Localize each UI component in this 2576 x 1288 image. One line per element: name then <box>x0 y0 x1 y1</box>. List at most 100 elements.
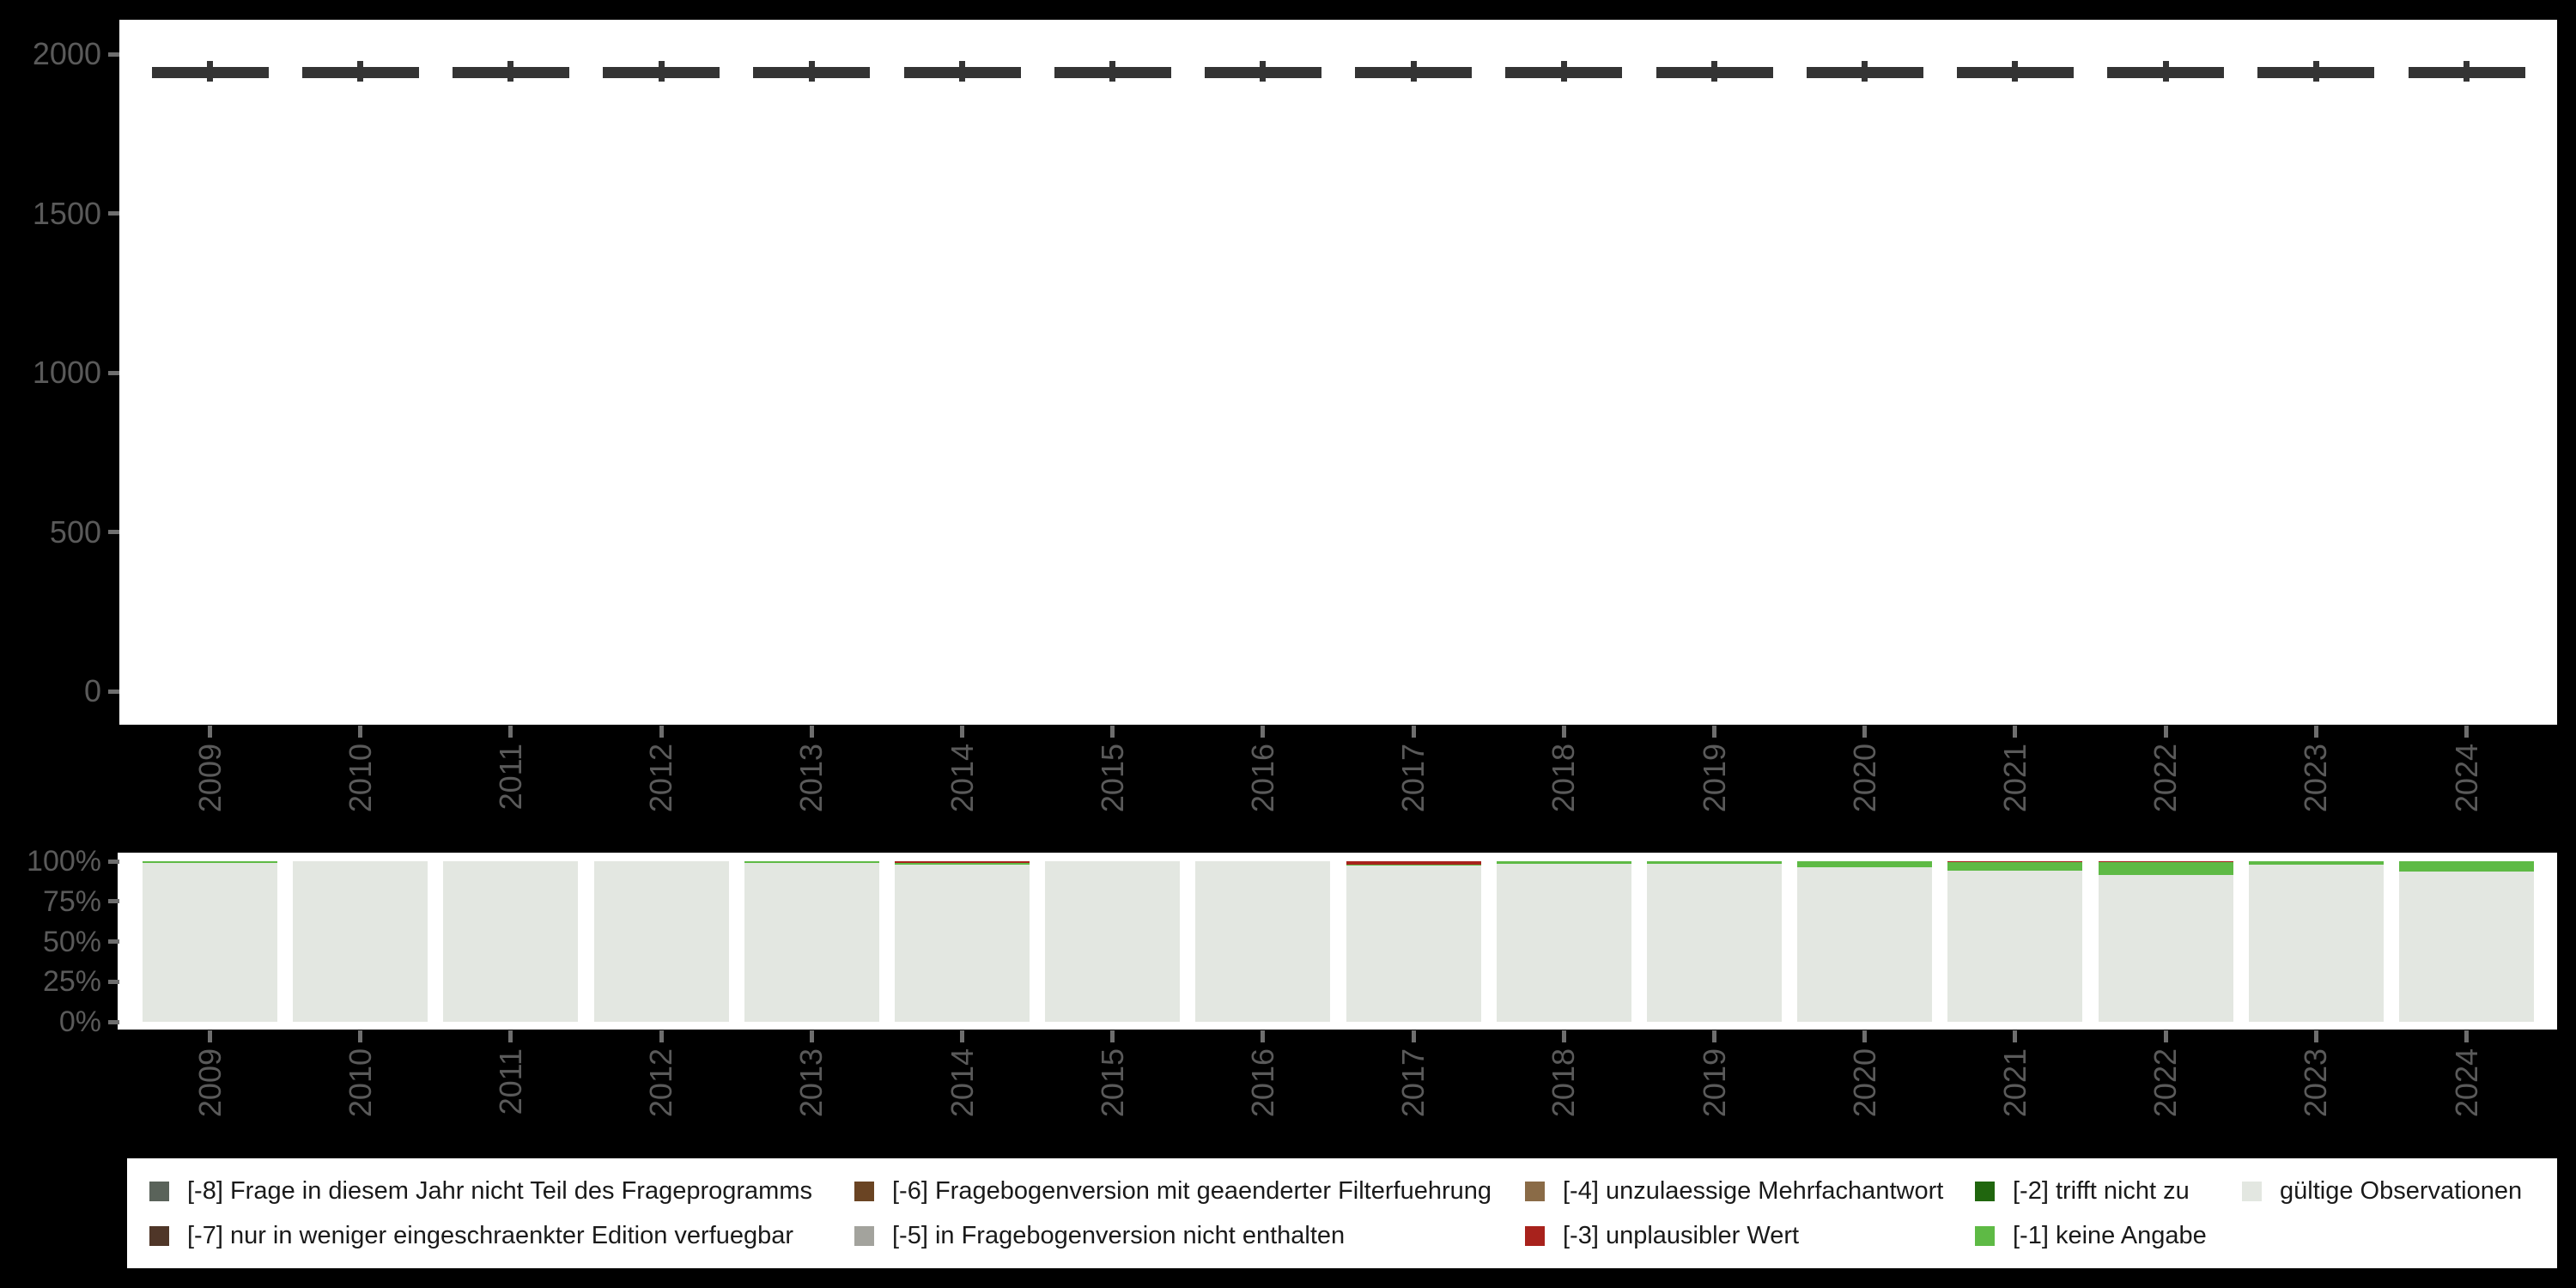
x-axis-tick <box>809 1030 814 1042</box>
boxplot-box-2023 <box>2257 67 2375 79</box>
x-axis-label-2012: 2012 <box>643 1048 679 1118</box>
x-axis-tick <box>1411 726 1416 738</box>
boxplot-box-2015 <box>1054 67 1171 79</box>
y-axis-tick-label-2000: 2000 <box>32 36 101 71</box>
legend-label: [-6] Fragebogenversion mit geaenderter F… <box>892 1177 1492 1205</box>
x-axis-tick <box>960 1030 964 1042</box>
bar-segment-2023-gültige Observationen <box>2248 864 2384 1022</box>
bar-segment-2021-[-3] unplausibler Wert <box>1947 861 2083 863</box>
percent-axis-tick <box>108 899 119 904</box>
x-axis-label-2009: 2009 <box>191 1048 228 1118</box>
legend-label: [-2] trifft nicht zu <box>2013 1177 2190 1205</box>
x-axis-label-2016: 2016 <box>1244 744 1280 813</box>
x-axis-label-2013: 2013 <box>793 744 829 813</box>
percent-axis-tick-label-0%: 0% <box>58 1005 101 1038</box>
x-axis-label-2024: 2024 <box>2448 744 2484 813</box>
legend-swatch-gült <box>2242 1181 2262 1201</box>
boxplot-chart-panel <box>119 20 2557 725</box>
legend-label: [-8] Frage in diesem Jahr nicht Teil des… <box>187 1177 812 1205</box>
x-axis-label-2019: 2019 <box>1696 744 1732 813</box>
boxplot-box-2020 <box>1806 67 1923 79</box>
legend-label: [-3] unplausibler Wert <box>1563 1222 1800 1249</box>
x-axis-label-2024: 2024 <box>2448 1048 2484 1118</box>
x-axis-label-2023: 2023 <box>2298 1048 2334 1118</box>
bar-segment-2009-gültige Observationen <box>143 862 277 1022</box>
legend-swatch-[-2] <box>1975 1181 1995 1201</box>
x-axis-tick <box>1110 1030 1115 1042</box>
x-axis-tick <box>208 726 212 738</box>
x-axis-label-2016: 2016 <box>1244 1048 1280 1118</box>
boxplot-box-2010 <box>301 67 419 79</box>
bar-segment-2021-[-1] keine Angabe <box>1947 862 2083 872</box>
boxplot-box-2018 <box>1505 67 1623 79</box>
x-axis-label-2010: 2010 <box>342 1048 378 1118</box>
bar-segment-2018-gültige Observationen <box>1496 863 1631 1022</box>
y-axis-tick <box>108 530 119 534</box>
x-axis-label-2010: 2010 <box>342 744 378 813</box>
x-axis-tick <box>1862 1030 1868 1042</box>
x-axis-label-2020: 2020 <box>1846 744 1882 813</box>
legend-swatch-[-4] <box>1525 1181 1545 1201</box>
x-axis-label-2022: 2022 <box>2148 1048 2184 1118</box>
bar-segment-2022-[-3] unplausibler Wert <box>2098 861 2233 863</box>
percent-axis-tick <box>108 939 119 944</box>
bar-segment-2015-gültige Observationen <box>1045 861 1181 1022</box>
y-axis-tick <box>108 211 119 216</box>
legend-label: [-4] unzulaessige Mehrfachantwort <box>1563 1177 1944 1205</box>
boxplot-box-2009 <box>151 67 269 79</box>
x-axis-tick <box>960 726 964 738</box>
y-axis-tick <box>108 52 119 57</box>
x-axis-label-2017: 2017 <box>1395 1048 1431 1118</box>
x-axis-tick <box>2464 726 2469 738</box>
x-axis-label-2021: 2021 <box>1996 744 2032 813</box>
percent-axis-tick <box>108 859 119 864</box>
x-axis-label-2012: 2012 <box>643 744 679 813</box>
bar-segment-2013-gültige Observationen <box>744 862 879 1022</box>
bar-segment-2023-[-1] keine Angabe <box>2248 861 2384 865</box>
bar-segment-2020-gültige Observationen <box>1797 866 1933 1022</box>
x-axis-tick <box>809 726 814 738</box>
percent-axis-tick <box>108 979 119 984</box>
x-axis-tick <box>1110 726 1115 738</box>
bar-segment-2013-[-1] keine Angabe <box>744 861 879 863</box>
y-axis-tick-label-500: 500 <box>49 513 101 550</box>
x-axis-tick <box>659 726 664 738</box>
x-axis-tick <box>1411 1030 1416 1042</box>
legend-swatch-[-5] <box>854 1225 874 1246</box>
bar-segment-2010-gültige Observationen <box>293 861 428 1022</box>
bar-segment-2012-gültige Observationen <box>593 861 729 1022</box>
y-axis-tick <box>108 370 119 375</box>
x-axis-tick <box>2013 726 2018 738</box>
x-axis-tick <box>2464 1030 2469 1042</box>
bar-segment-2019-[-1] keine Angabe <box>1647 861 1782 864</box>
percent-axis-tick <box>108 1019 119 1024</box>
x-axis-tick <box>508 726 513 738</box>
legend-label: [-7] nur in weniger eingeschraenkter Edi… <box>187 1222 794 1249</box>
legend-label: [-5] in Fragebogenversion nicht enthalte… <box>892 1222 1346 1249</box>
legend-swatch-[-3] <box>1525 1225 1545 1246</box>
boxplot-box-2021 <box>1956 67 2074 79</box>
y-axis-tick-label-1000: 1000 <box>32 355 101 390</box>
y-axis-tick-label-0: 0 <box>83 673 101 708</box>
legend-label: gültige Observationen <box>2280 1177 2523 1205</box>
bar-segment-2016-gültige Observationen <box>1195 861 1331 1022</box>
x-axis-tick <box>1261 726 1266 738</box>
bar-segment-2014-[-1] keine Angabe <box>895 863 1030 866</box>
percent-axis-tick-label-25%: 25% <box>42 965 101 999</box>
bar-segment-2019-gültige Observationen <box>1647 863 1782 1022</box>
bar-segment-2022-[-1] keine Angabe <box>2098 862 2233 875</box>
legend-swatch-[-1] <box>1975 1225 1995 1246</box>
x-axis-label-2014: 2014 <box>944 1048 980 1118</box>
boxplot-box-2011 <box>452 67 569 79</box>
bar-segment-2011-gültige Observationen <box>443 861 579 1022</box>
bar-segment-2018-[-1] keine Angabe <box>1496 861 1631 864</box>
x-axis-label-2015: 2015 <box>1094 744 1130 813</box>
x-axis-tick <box>358 726 363 738</box>
x-axis-label-2023: 2023 <box>2298 744 2334 813</box>
x-axis-label-2011: 2011 <box>492 1048 528 1115</box>
x-axis-tick <box>1261 1030 1266 1042</box>
x-axis-tick <box>1712 1030 1716 1042</box>
legend-swatch-[-6] <box>854 1181 874 1201</box>
x-axis-label-2013: 2013 <box>793 1048 829 1118</box>
x-axis-label-2018: 2018 <box>1546 1048 1582 1118</box>
